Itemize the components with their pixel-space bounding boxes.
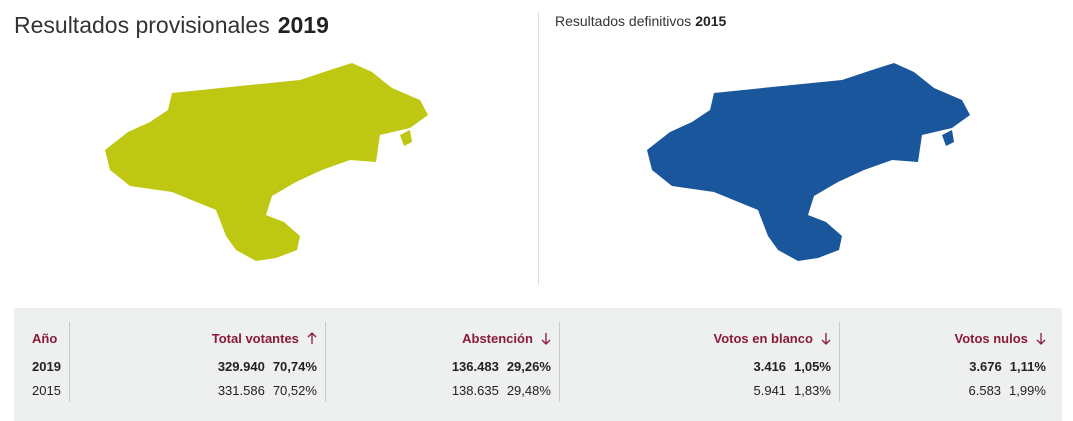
header-text: Total votantes — [211, 330, 299, 346]
results-table: Año Total votantes Abstención Votos en blan… — [24, 322, 1054, 402]
value-cell: 138.635 29,48% — [324, 378, 560, 402]
title-text: Resultados provisionales — [14, 12, 270, 38]
value-cell: 6.583 1,99% — [838, 378, 1054, 402]
percentage: 70,74% — [272, 358, 317, 374]
percentage: 1,83% — [794, 382, 831, 398]
count: 3.416 — [753, 358, 787, 374]
map-final — [647, 63, 970, 261]
divider — [538, 12, 539, 285]
title-text: Resultados definitivos — [555, 13, 692, 29]
results-panel: Año Total votantes Abstención Votos en blan… — [14, 308, 1062, 421]
count: 138.635 — [451, 382, 499, 398]
percentage: 1,99% — [1009, 382, 1046, 398]
column-header: Votos en blanco — [558, 322, 840, 354]
header-text: Abstención — [462, 330, 533, 346]
count: 5.941 — [753, 382, 787, 398]
column-header: Total votantes — [68, 322, 326, 354]
header-text: Votos nulos — [954, 330, 1028, 346]
table-row: 2019 329.940 70,74% 136.483 29,26% 3.416 1,05%… — [24, 354, 1054, 378]
percentage: 70,52% — [272, 382, 317, 398]
sort-arrow[interactable] — [821, 332, 831, 345]
count: 331.586 — [217, 382, 265, 398]
header-text: Año — [32, 330, 58, 346]
count: 6.583 — [968, 382, 1002, 398]
sort-arrow[interactable] — [541, 332, 551, 345]
value-cell: 136.483 29,26% — [324, 354, 560, 378]
value-cell: 331.586 70,52% — [68, 378, 326, 402]
count: 136.483 — [451, 358, 499, 374]
percentage: 29,48% — [506, 382, 551, 398]
value-cell: 3.676 1,11% — [838, 354, 1054, 378]
column-header: Abstención — [324, 322, 560, 354]
header-text: Votos en blanco — [713, 330, 813, 346]
count: 329.940 — [217, 358, 265, 374]
title-year: 2015 — [695, 13, 727, 29]
maps — [105, 63, 970, 261]
sort-arrow[interactable] — [307, 331, 317, 345]
percentage: 1,11% — [1009, 358, 1046, 374]
column-header: Votos nulos — [838, 322, 1054, 354]
map-provisional — [105, 63, 428, 261]
count: 3.676 — [969, 358, 1002, 374]
value-cell: 329.940 70,74% — [68, 354, 326, 378]
provisional-title: Resultados provisionales 2019 — [14, 12, 329, 39]
percentage: 29,26% — [506, 358, 551, 374]
percentage: 1,05% — [794, 358, 831, 374]
year-cell: 2019 — [32, 358, 61, 374]
final-title: Resultados definitivos 2015 — [555, 13, 726, 29]
title-year: 2019 — [277, 12, 329, 38]
year-cell: 2015 — [32, 382, 61, 398]
column-header: Año — [24, 322, 69, 354]
value-cell: 3.416 1,05% — [558, 354, 840, 378]
table-row: 2015 331.586 70,52% 138.635 29,48% 5.941 1,83%… — [24, 378, 1054, 402]
value-cell: 5.941 1,83% — [558, 378, 840, 402]
sort-arrow[interactable] — [1036, 332, 1046, 345]
